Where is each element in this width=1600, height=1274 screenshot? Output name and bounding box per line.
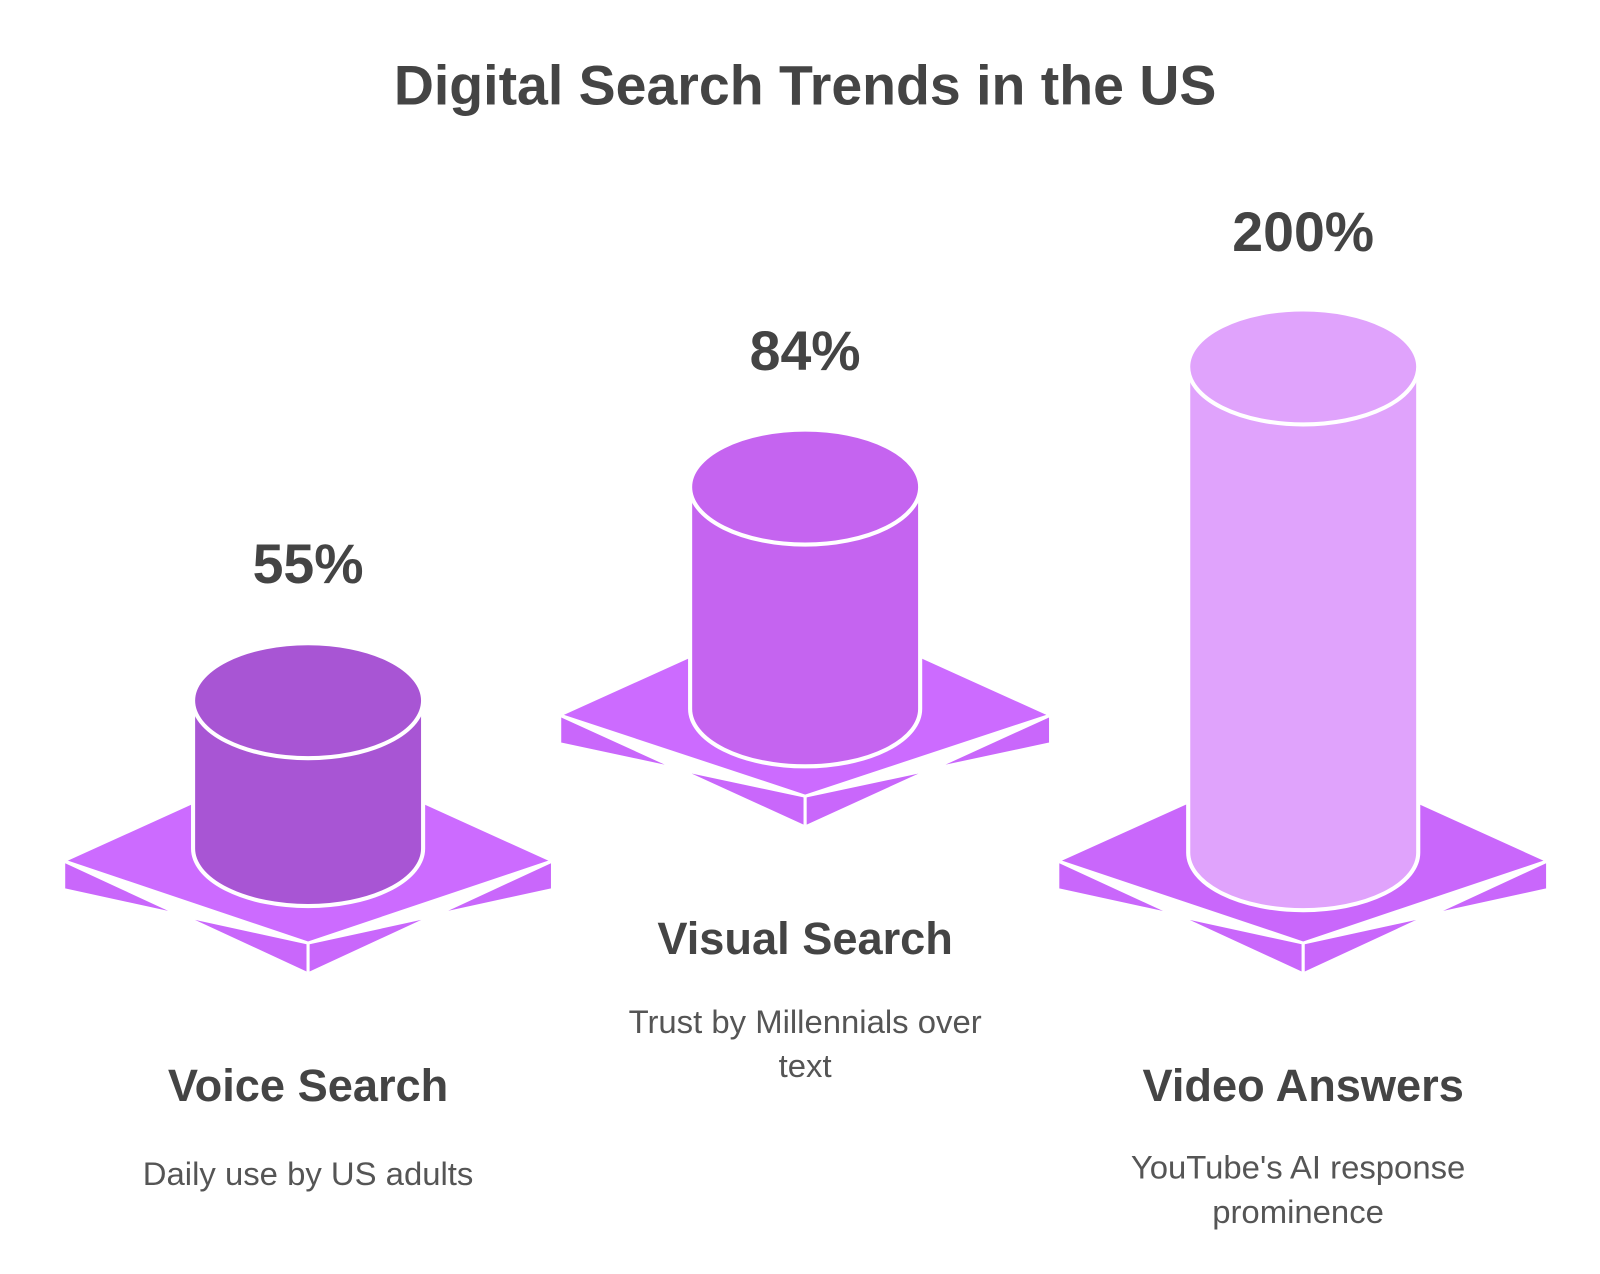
item-description: Trust by Millennials over bbox=[629, 1003, 982, 1040]
visual-search-graphic bbox=[558, 427, 1053, 829]
value-label: 84% bbox=[750, 320, 861, 382]
title: Digital Search Trends in the US bbox=[394, 54, 1217, 116]
cylinder-body bbox=[1186, 364, 1421, 913]
cylinder-top bbox=[191, 641, 426, 761]
item-description: YouTube's AI response bbox=[1131, 1149, 1466, 1186]
voice-search-graphic bbox=[62, 641, 555, 976]
cylinder-body bbox=[688, 485, 923, 769]
item-name: Voice Search bbox=[168, 1060, 448, 1111]
item-description: Daily use by US adults bbox=[143, 1155, 474, 1192]
item-description: prominence bbox=[1212, 1193, 1384, 1230]
value-label: 55% bbox=[253, 533, 364, 595]
value-label: 200% bbox=[1232, 201, 1374, 263]
cylinder-top bbox=[1186, 307, 1421, 427]
video-answers-graphic bbox=[1056, 307, 1550, 976]
item-name: Visual Search bbox=[657, 913, 952, 964]
item-name: Video Answers bbox=[1143, 1060, 1464, 1111]
item-description: text bbox=[779, 1047, 832, 1084]
cylinder-top bbox=[688, 427, 923, 547]
